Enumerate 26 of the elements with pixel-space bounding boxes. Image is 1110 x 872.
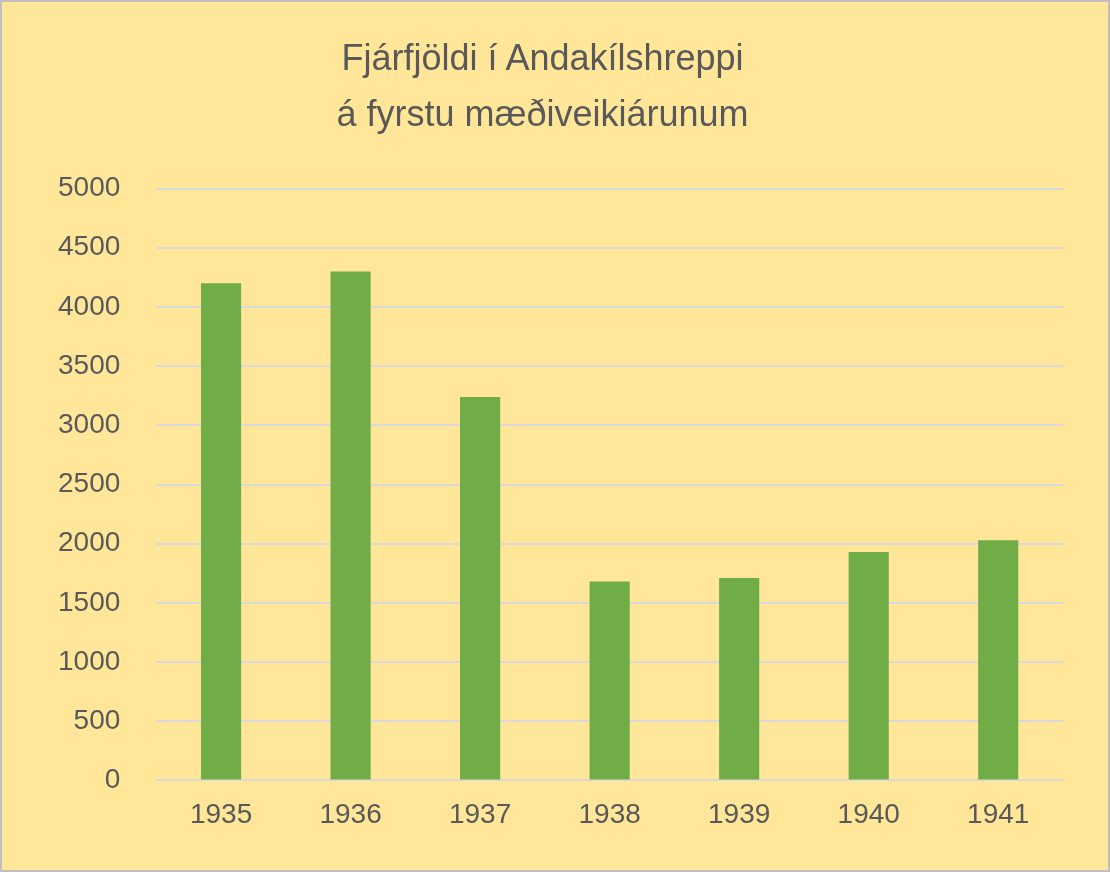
y-tick-label: 3000 — [57, 408, 121, 440]
bar — [589, 581, 630, 780]
y-tick-label: 5000 — [57, 171, 121, 203]
y-tick-label: 500 — [73, 703, 121, 735]
x-tick-label: 1936 — [319, 797, 382, 829]
y-tick-label: 4500 — [57, 230, 121, 262]
chart-title: Fjárfjöldi í Andakílshreppi á fyrstu mæðiveikiárunum — [336, 36, 749, 134]
y-tick-label: 1000 — [57, 644, 121, 676]
bar — [460, 396, 501, 780]
y-tick-label: 0 — [104, 763, 121, 795]
bar — [200, 283, 242, 780]
x-tick-label: 1935 — [189, 797, 253, 829]
x-tick-label: 1937 — [448, 797, 512, 829]
x-tick-label: 1939 — [708, 797, 771, 829]
bar — [978, 540, 1019, 780]
bar — [848, 551, 889, 780]
y-tick-label: 2500 — [57, 467, 121, 499]
y-tick-label: 2000 — [57, 526, 121, 558]
y-tick-label: 3500 — [57, 348, 121, 380]
x-tick-label: 1940 — [837, 797, 900, 829]
x-tick-label: 1941 — [967, 797, 1030, 829]
x-tick-label: 1938 — [578, 797, 641, 829]
y-tick-label: 1500 — [57, 585, 121, 617]
bar — [719, 578, 760, 780]
y-tick-label: 4000 — [57, 289, 121, 321]
bar — [330, 271, 371, 780]
